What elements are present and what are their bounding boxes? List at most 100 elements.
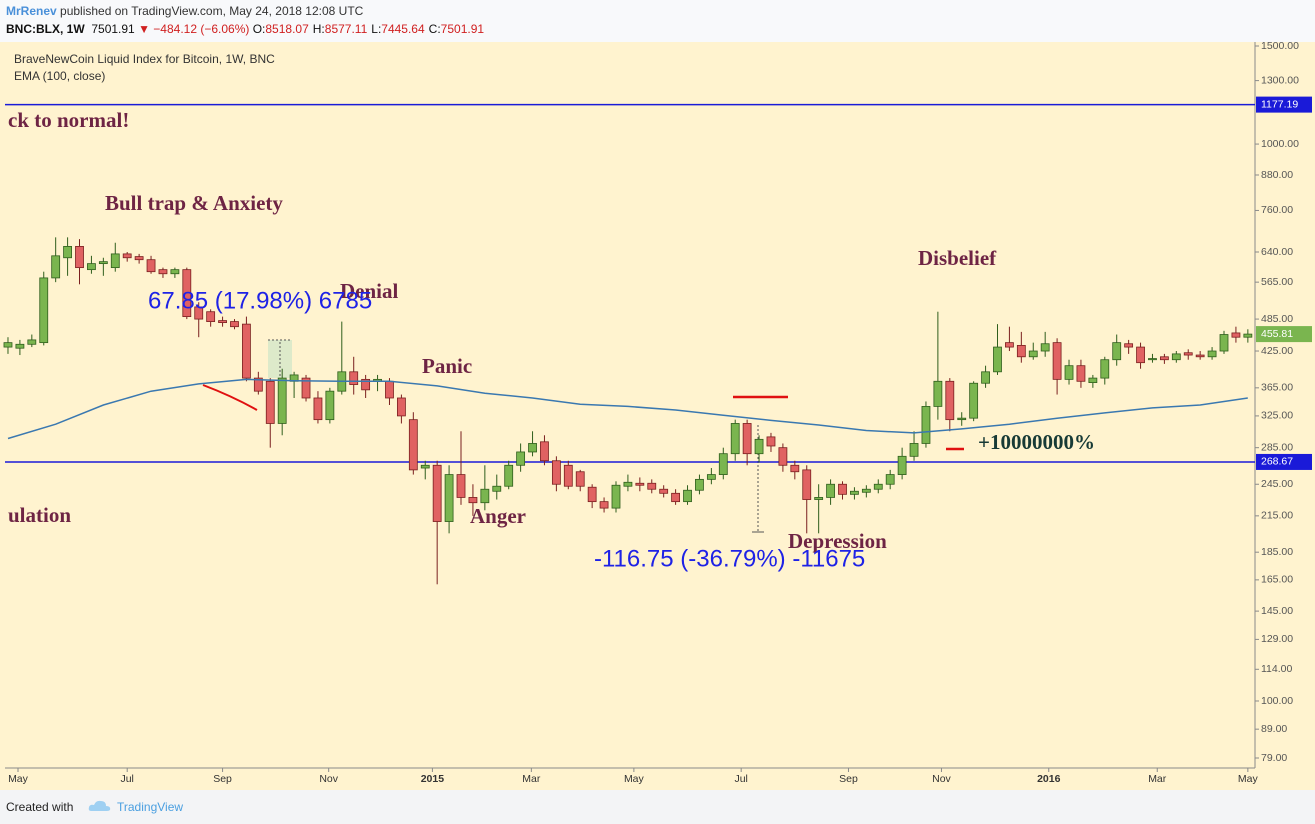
author[interactable]: MrRenev: [6, 4, 57, 18]
annotation: ck to normal!: [8, 108, 129, 132]
candle-body: [945, 380, 955, 421]
ohlc-label: H:: [312, 22, 325, 36]
drawing-line: [202, 384, 258, 411]
candle-body: [1243, 333, 1253, 338]
candle-body: [826, 483, 835, 498]
price-label-box: [1256, 453, 1312, 470]
ohlc-value: 7501.91: [440, 22, 485, 36]
candle-body: [444, 474, 454, 522]
x-tick-label: Nov: [932, 773, 951, 785]
candle-body: [766, 436, 776, 447]
ohlc-value: 7445.64: [381, 22, 425, 36]
candle-body: [993, 346, 1002, 373]
candle-body: [587, 486, 597, 503]
candle-body: [27, 339, 37, 345]
candle-body: [671, 492, 681, 503]
candle-body: [551, 460, 561, 485]
candle-body: [361, 378, 371, 391]
measure-label: 67.85 (17.98%) 6785: [148, 287, 372, 314]
x-tick-label: Jul: [734, 773, 747, 785]
ohlc-label: C:: [428, 22, 441, 36]
x-tick-label: May: [8, 773, 29, 785]
candle-body: [158, 269, 168, 275]
x-tick-label: 2015: [421, 773, 445, 785]
y-tick-label: 129.00: [1261, 633, 1293, 645]
candle-body: [754, 438, 764, 455]
logo: [88, 800, 111, 811]
candle-body: [563, 464, 573, 487]
annotation: Denial: [340, 279, 399, 303]
y-tick-label: 1300.00: [1261, 74, 1299, 86]
logo-cloud: [88, 800, 111, 811]
candle-body: [230, 321, 239, 328]
candle-body: [1159, 356, 1169, 361]
ohlc-value: 8518.07: [265, 22, 309, 36]
candle-body: [838, 483, 847, 495]
annotation: Disbelief: [918, 246, 997, 270]
candle-body: [420, 464, 430, 469]
candle-body: [981, 371, 990, 384]
candle-body: [277, 377, 287, 424]
candle-body: [861, 488, 871, 493]
candle-body: [1219, 334, 1229, 352]
candle-body: [933, 380, 943, 407]
x-tick-label: Mar: [1148, 773, 1167, 785]
x-tick-label: Sep: [839, 773, 858, 785]
x-tick-label: Nov: [319, 773, 338, 785]
candle-body: [218, 320, 227, 323]
y-tick-label: 485.00: [1261, 313, 1293, 325]
y-tick-label: 285.00: [1261, 441, 1293, 453]
candle-body: [242, 323, 251, 379]
annotation: +10000000%: [978, 430, 1095, 454]
candle-body: [540, 441, 549, 462]
price-label: 268.67: [1261, 456, 1293, 468]
publish-line: MrRenev published on TradingView.com, Ma…: [6, 4, 363, 18]
ohlc-value: 8577.11: [324, 22, 368, 36]
candle-body: [1064, 365, 1074, 380]
candle-body: [885, 474, 895, 485]
y-tick-label: 880.00: [1261, 169, 1293, 181]
candle-body: [456, 474, 466, 498]
y-tick-label: 100.00: [1261, 695, 1293, 707]
candle-body: [599, 501, 609, 509]
candle-body: [659, 488, 669, 494]
candle-body: [1207, 350, 1217, 358]
indicator-legend: EMA (100, close): [14, 69, 105, 83]
y-tick-label: 425.00: [1261, 345, 1293, 357]
candle-body: [51, 255, 61, 279]
candle-body: [969, 382, 979, 419]
annotation: Bull trap & Anxiety: [105, 191, 283, 215]
candle-body: [408, 419, 418, 471]
ema-line: [7, 378, 1248, 440]
candle-body: [730, 423, 740, 455]
x-tick-label: May: [624, 773, 645, 785]
price: 7501.91: [91, 22, 135, 36]
y-tick-label: 145.00: [1261, 605, 1293, 617]
candle-body: [87, 263, 96, 271]
candle-body: [1040, 343, 1050, 352]
candle-body: [706, 474, 716, 480]
y-tick-label: 1000.00: [1261, 138, 1299, 150]
y-tick-label: 245.00: [1261, 478, 1293, 490]
candle-body: [1112, 342, 1122, 361]
candle-body: [396, 397, 406, 417]
candle-body: [897, 455, 907, 475]
last-price-label: 455.81: [1261, 328, 1293, 340]
candle-body: [301, 377, 311, 399]
header: MrRenev published on TradingView.com, Ma…: [0, 0, 1315, 42]
annotation: ulation: [8, 503, 71, 527]
candle-body: [814, 497, 824, 500]
brand[interactable]: TradingView: [117, 800, 184, 814]
y-tick-label: 760.00: [1261, 204, 1293, 216]
candle-body: [253, 377, 263, 392]
ohlc: O:8518.07 H:8577.11 L:7445.64 C:7501.91: [253, 22, 488, 36]
candle-body: [63, 246, 72, 259]
candle-body: [873, 483, 883, 490]
candle-body: [1028, 350, 1038, 358]
candle-body: [325, 390, 335, 421]
candle-body: [790, 464, 800, 473]
candle-body: [432, 464, 442, 522]
candle-body: [504, 464, 514, 487]
candle-body: [683, 489, 692, 503]
created-with: Created with: [6, 800, 74, 814]
